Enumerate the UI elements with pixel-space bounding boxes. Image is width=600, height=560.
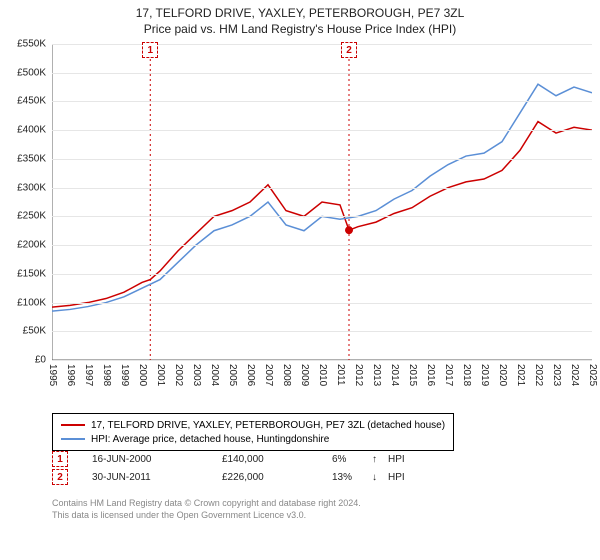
footer-line2: This data is licensed under the Open Gov…: [52, 510, 361, 522]
x-tick: 2003: [191, 364, 202, 386]
y-tick: £550K: [0, 39, 46, 50]
plot-area: [52, 44, 592, 360]
event-row-1: 1 16-JUN-2000£140,0006%↑HPI: [52, 450, 405, 468]
x-tick: 2023: [551, 364, 562, 386]
chart-svg: [52, 44, 592, 360]
series-prop: [52, 122, 592, 308]
x-tick: 2022: [533, 364, 544, 386]
x-tick: 2014: [389, 364, 400, 386]
y-tick: £0: [0, 355, 46, 366]
y-tick: £150K: [0, 268, 46, 279]
event-suffix: HPI: [388, 472, 405, 483]
y-tick: £250K: [0, 211, 46, 222]
x-tick: 2013: [371, 364, 382, 386]
chart-title: 17, TELFORD DRIVE, YAXLEY, PETERBOROUGH,…: [0, 0, 600, 20]
event-arrow-icon: ↑: [372, 454, 388, 465]
legend-swatch-hpi: [61, 438, 85, 440]
x-tick: 2021: [515, 364, 526, 386]
x-tick: 1997: [83, 364, 94, 386]
legend-label-prop: 17, TELFORD DRIVE, YAXLEY, PETERBOROUGH,…: [91, 420, 445, 431]
y-tick: £450K: [0, 96, 46, 107]
x-tick: 1996: [65, 364, 76, 386]
x-tick: 2015: [407, 364, 418, 386]
legend-row-hpi: HPI: Average price, detached house, Hunt…: [61, 432, 445, 446]
series-hpi: [52, 84, 592, 311]
x-tick: 2009: [299, 364, 310, 386]
chart-subtitle: Price paid vs. HM Land Registry's House …: [0, 20, 600, 40]
sale-point: [345, 226, 353, 234]
event-arrow-icon: ↓: [372, 472, 388, 483]
event-marker-2: 2: [52, 469, 68, 485]
legend: 17, TELFORD DRIVE, YAXLEY, PETERBOROUGH,…: [52, 413, 454, 451]
x-tick: 2018: [461, 364, 472, 386]
x-tick: 2019: [479, 364, 490, 386]
x-tick: 2025: [587, 364, 598, 386]
event-pct: 6%: [332, 454, 372, 465]
x-tick: 2000: [137, 364, 148, 386]
marker-box-1: 1: [142, 42, 158, 58]
x-tick: 1999: [119, 364, 130, 386]
y-tick: £200K: [0, 240, 46, 251]
y-tick: £500K: [0, 67, 46, 78]
x-tick: 2017: [443, 364, 454, 386]
x-tick: 1998: [101, 364, 112, 386]
event-date: 16-JUN-2000: [92, 454, 222, 465]
y-tick: £50K: [0, 326, 46, 337]
x-tick: 2011: [335, 364, 346, 386]
x-tick: 2001: [155, 364, 166, 386]
event-row-2: 2 30-JUN-2011£226,00013%↓HPI: [52, 468, 405, 486]
event-marker-1: 1: [52, 451, 68, 467]
event-price: £140,000: [222, 454, 332, 465]
x-tick: 2012: [353, 364, 364, 386]
legend-swatch-prop: [61, 424, 85, 426]
chart-root: 17, TELFORD DRIVE, YAXLEY, PETERBOROUGH,…: [0, 0, 600, 560]
y-tick: £350K: [0, 153, 46, 164]
x-tick: 2006: [245, 364, 256, 386]
x-tick: 2002: [173, 364, 184, 386]
footer: Contains HM Land Registry data © Crown c…: [52, 498, 361, 521]
x-tick: 2016: [425, 364, 436, 386]
y-tick: £400K: [0, 125, 46, 136]
y-tick: £100K: [0, 297, 46, 308]
x-tick: 2005: [227, 364, 238, 386]
x-tick: 2004: [209, 364, 220, 386]
x-tick: 2008: [281, 364, 292, 386]
marker-box-2: 2: [341, 42, 357, 58]
event-price: £226,000: [222, 472, 332, 483]
event-suffix: HPI: [388, 454, 405, 465]
event-date: 30-JUN-2011: [92, 472, 222, 483]
legend-row-prop: 17, TELFORD DRIVE, YAXLEY, PETERBOROUGH,…: [61, 418, 445, 432]
events-table: 1 16-JUN-2000£140,0006%↑HPI 2 30-JUN-2011£2…: [52, 450, 405, 486]
x-tick: 2007: [263, 364, 274, 386]
x-tick: 2010: [317, 364, 328, 386]
x-tick: 2024: [569, 364, 580, 386]
legend-label-hpi: HPI: Average price, detached house, Hunt…: [91, 434, 329, 445]
y-tick: £300K: [0, 182, 46, 193]
footer-line1: Contains HM Land Registry data © Crown c…: [52, 498, 361, 510]
x-tick: 2020: [497, 364, 508, 386]
event-pct: 13%: [332, 472, 372, 483]
x-tick: 1995: [47, 364, 58, 386]
